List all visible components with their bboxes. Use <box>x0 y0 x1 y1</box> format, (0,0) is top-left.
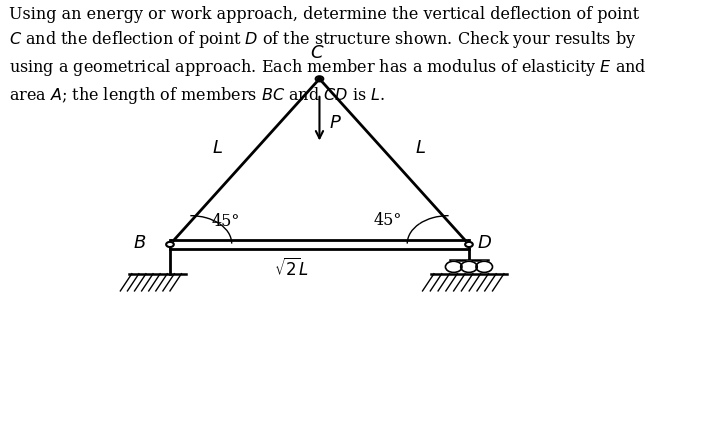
Text: 45°: 45° <box>211 213 239 230</box>
Text: Using an energy or work approach, determine the vertical deflection of point
$C$: Using an energy or work approach, determ… <box>9 6 646 106</box>
Text: $B$: $B$ <box>133 234 147 252</box>
Text: $C$: $C$ <box>310 45 325 62</box>
Text: $P$: $P$ <box>329 114 342 132</box>
Text: $L$: $L$ <box>213 139 223 157</box>
Circle shape <box>316 76 323 81</box>
Circle shape <box>465 242 473 247</box>
Circle shape <box>476 261 492 272</box>
Circle shape <box>317 78 322 80</box>
Text: 45°: 45° <box>374 212 403 229</box>
Text: $\sqrt{2}L$: $\sqrt{2}L$ <box>273 258 308 280</box>
Circle shape <box>166 242 174 247</box>
Text: $L$: $L$ <box>414 139 425 157</box>
Circle shape <box>445 261 462 272</box>
Text: $D$: $D$ <box>477 234 492 252</box>
Circle shape <box>461 261 477 272</box>
